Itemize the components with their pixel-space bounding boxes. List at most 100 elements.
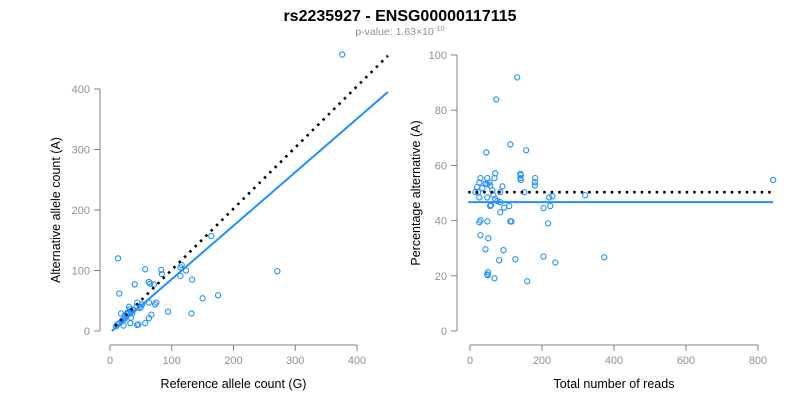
allele-count-panel: 0 100 200 300 400 0 100 200 300 400 Reference alle…	[49, 51, 389, 391]
data-point	[477, 232, 484, 239]
data-point	[476, 179, 483, 186]
data-point	[477, 174, 484, 182]
data-point	[274, 267, 281, 275]
y-tick-label: 40	[435, 216, 447, 228]
data-point	[483, 149, 490, 156]
data-point	[546, 194, 553, 201]
data-point	[512, 256, 519, 263]
data-point	[493, 96, 500, 103]
x-tick-label: 400	[605, 355, 623, 367]
y-tick-label: 100	[72, 266, 90, 278]
x-tick-label: 100	[163, 355, 181, 367]
data-point	[487, 202, 494, 210]
x-tick-label: 800	[749, 355, 767, 367]
data-point	[582, 192, 589, 199]
percentage-panel: 0 200 400 600 800 0 20 40 60 80 100 Total number of…	[409, 50, 777, 391]
y-tick-label: 20	[435, 271, 447, 283]
x-axis-title: Total number of reads	[554, 377, 675, 391]
y-tick-label: 0	[441, 326, 447, 338]
data-point	[532, 174, 539, 182]
data-point	[491, 174, 498, 182]
data-point	[142, 319, 149, 327]
data-point	[506, 202, 513, 210]
data-point	[116, 290, 123, 297]
data-point	[484, 181, 491, 188]
data-point	[769, 176, 777, 184]
data-point	[547, 202, 554, 210]
data-point	[484, 194, 491, 201]
y-tick-label: 200	[72, 205, 90, 217]
data-point	[214, 292, 222, 299]
data-point	[549, 193, 556, 200]
data-point	[177, 272, 184, 280]
data-point	[508, 218, 515, 225]
data-point	[523, 147, 530, 154]
data-point	[544, 220, 552, 227]
data-point	[178, 261, 185, 269]
data-point	[145, 315, 153, 322]
data-point	[479, 185, 486, 192]
data-point	[552, 259, 559, 266]
data-point	[134, 321, 141, 329]
chart-title: rs2235927 - ENSG00000117115	[283, 8, 516, 25]
data-point	[500, 246, 507, 254]
x-tick-label: 300	[286, 355, 304, 367]
data-point	[151, 301, 159, 308]
data-point	[484, 218, 491, 225]
data-point	[188, 276, 196, 283]
data-point	[540, 205, 547, 212]
y-tick-label: 100	[429, 50, 447, 62]
data-point	[491, 275, 498, 282]
x-axis-title: Reference allele count (G)	[161, 377, 307, 391]
data-point	[499, 183, 506, 190]
x-tick-label: 600	[677, 355, 695, 367]
data-point	[158, 266, 165, 274]
data-point	[524, 278, 531, 285]
data-point	[484, 269, 492, 276]
data-point	[131, 281, 138, 288]
data-point	[138, 301, 146, 308]
y-axis-title: Alternative allele count (A)	[49, 137, 63, 283]
data-point	[497, 209, 504, 216]
data-point	[339, 51, 346, 58]
data-point	[501, 204, 508, 211]
y-axis-title: Percentage alternative (A)	[409, 120, 423, 265]
data-point	[142, 266, 149, 273]
fit-line	[111, 91, 389, 332]
x-tick-label: 0	[107, 355, 113, 367]
data-point	[208, 232, 215, 240]
data-point	[146, 280, 154, 287]
y-tick-label: 400	[72, 84, 90, 96]
data-point	[496, 257, 503, 264]
data-point	[497, 189, 504, 196]
data-point	[507, 141, 514, 148]
x-tick-label: 400	[348, 355, 366, 367]
data-point	[494, 197, 501, 205]
data-point	[531, 182, 538, 189]
data-point	[476, 194, 483, 201]
data-point	[540, 253, 547, 260]
data-point	[517, 176, 524, 184]
p-value-subtitle: p-value: 1.63×10-10	[355, 24, 444, 38]
data-point	[484, 272, 491, 279]
data-point	[188, 310, 195, 317]
x-tick-label: 200	[224, 355, 242, 367]
x-tick-label: 0	[467, 355, 473, 367]
data-point	[164, 308, 172, 315]
data-point	[150, 281, 157, 288]
data-point	[485, 235, 492, 242]
data-point	[476, 219, 483, 226]
data-point	[514, 74, 521, 81]
data-point	[114, 255, 122, 262]
x-tick-label: 200	[533, 355, 551, 367]
data-point	[482, 246, 489, 253]
data-point	[601, 254, 608, 261]
data-point	[531, 179, 538, 186]
data-point	[199, 295, 206, 302]
data-point	[127, 319, 134, 327]
data-point	[158, 270, 166, 278]
y-tick-label: 60	[435, 160, 447, 172]
y-tick-label: 80	[435, 105, 447, 117]
y-tick-label: 0	[84, 326, 90, 338]
